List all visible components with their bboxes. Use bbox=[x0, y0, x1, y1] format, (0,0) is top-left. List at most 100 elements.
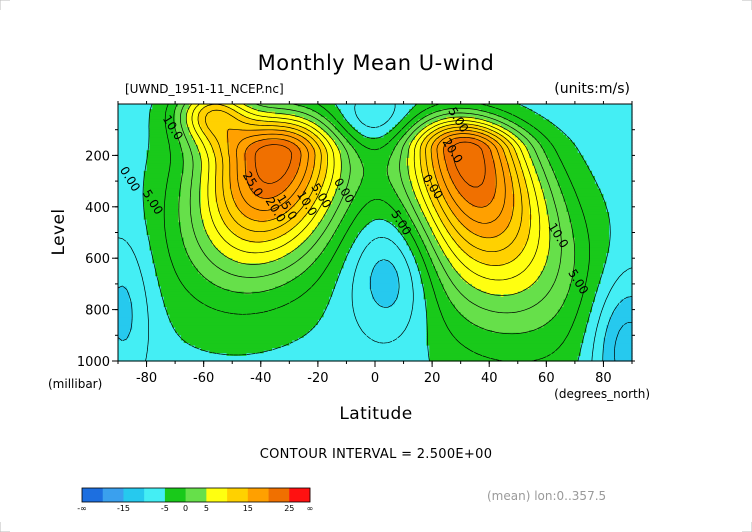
field-cell bbox=[177, 211, 202, 216]
field-cell bbox=[209, 350, 265, 354]
field-cell bbox=[118, 240, 151, 244]
field-cell bbox=[226, 132, 296, 136]
field-cell bbox=[118, 147, 151, 151]
field-cell bbox=[377, 260, 390, 264]
field-cell bbox=[603, 271, 633, 275]
field-cell bbox=[546, 211, 570, 216]
field-cell bbox=[143, 204, 179, 208]
field-cell bbox=[492, 129, 510, 133]
corner-mark-bottom-right bbox=[742, 522, 752, 532]
field-cell bbox=[609, 245, 633, 249]
field-cell bbox=[440, 217, 459, 221]
field-cell bbox=[594, 178, 633, 182]
field-cell bbox=[257, 109, 313, 113]
field-cell bbox=[118, 307, 133, 311]
field-cell bbox=[426, 325, 479, 329]
field-cell bbox=[626, 296, 633, 300]
field-cell bbox=[375, 263, 393, 267]
field-cell bbox=[340, 111, 410, 115]
field-cell bbox=[409, 217, 427, 221]
field-cell bbox=[206, 134, 228, 139]
field-cell bbox=[169, 314, 325, 318]
field-cell bbox=[432, 199, 447, 203]
field-cell bbox=[275, 286, 336, 290]
contour-lines bbox=[117, 103, 633, 362]
field-cell bbox=[323, 312, 427, 316]
field-cell bbox=[549, 253, 576, 257]
field-cell bbox=[317, 224, 339, 228]
field-cell bbox=[609, 240, 633, 244]
field-cell bbox=[212, 147, 230, 151]
field-cell bbox=[300, 147, 316, 151]
field-cell bbox=[600, 281, 633, 285]
field-cell bbox=[597, 289, 633, 293]
field-cell bbox=[118, 335, 131, 339]
field-cell bbox=[532, 157, 550, 162]
field-cell bbox=[549, 214, 570, 218]
field-cell bbox=[546, 201, 567, 205]
field-cell bbox=[609, 250, 633, 254]
field-cell bbox=[243, 152, 302, 156]
field-cell bbox=[118, 350, 210, 354]
field-cell bbox=[514, 196, 530, 200]
field-cell bbox=[443, 286, 476, 290]
x-tick-label: -20 bbox=[307, 371, 328, 386]
field-cell bbox=[406, 163, 422, 167]
field-cell bbox=[603, 343, 633, 347]
field-cell bbox=[206, 229, 233, 234]
field-cell bbox=[155, 273, 202, 277]
field-cell bbox=[540, 181, 559, 185]
field-cell bbox=[183, 152, 202, 156]
field-cell bbox=[317, 222, 342, 226]
field-cell bbox=[443, 222, 462, 226]
field-cell bbox=[229, 175, 248, 180]
field-cell bbox=[609, 224, 633, 228]
colorbar-swatch bbox=[144, 488, 166, 502]
field-cell bbox=[249, 116, 305, 121]
field-cell bbox=[118, 224, 148, 228]
field-cell bbox=[583, 155, 633, 159]
field-cell bbox=[289, 183, 308, 187]
field-cell bbox=[457, 191, 496, 195]
field-cell bbox=[609, 247, 633, 252]
field-cell bbox=[232, 196, 262, 200]
field-cell bbox=[200, 201, 219, 205]
field-cell bbox=[118, 281, 159, 285]
field-cell bbox=[572, 235, 610, 239]
field-cell bbox=[449, 258, 476, 262]
field-cell bbox=[243, 214, 282, 218]
field-cell bbox=[589, 168, 633, 172]
field-cell bbox=[552, 317, 590, 321]
field-cell bbox=[603, 340, 633, 344]
field-cell bbox=[235, 201, 296, 205]
field-cell bbox=[286, 186, 308, 190]
field-cell bbox=[200, 163, 216, 167]
field-cell bbox=[574, 263, 605, 267]
field-cell bbox=[489, 201, 516, 205]
field-cell bbox=[295, 175, 313, 180]
field-cell bbox=[483, 327, 539, 331]
field-cell bbox=[237, 111, 276, 115]
field-cell bbox=[563, 193, 605, 198]
field-cell bbox=[352, 145, 396, 149]
field-cell bbox=[189, 127, 202, 131]
field-cell bbox=[343, 214, 410, 218]
field-cell bbox=[460, 222, 510, 226]
field-cell bbox=[360, 160, 390, 164]
field-cell bbox=[589, 319, 610, 324]
field-cell bbox=[118, 152, 148, 156]
field-cell bbox=[360, 229, 399, 234]
field-cell bbox=[526, 145, 542, 149]
field-cell bbox=[397, 271, 422, 275]
field-cell bbox=[572, 281, 602, 285]
field-cell bbox=[466, 199, 493, 203]
field-cell bbox=[440, 134, 490, 139]
field-cell bbox=[417, 265, 436, 270]
field-cell bbox=[203, 227, 230, 231]
field-cell bbox=[149, 142, 182, 146]
field-cell bbox=[569, 214, 610, 218]
field-cell bbox=[497, 114, 542, 118]
field-cell bbox=[586, 330, 607, 334]
field-cell bbox=[446, 168, 496, 172]
field-cell bbox=[397, 273, 422, 277]
